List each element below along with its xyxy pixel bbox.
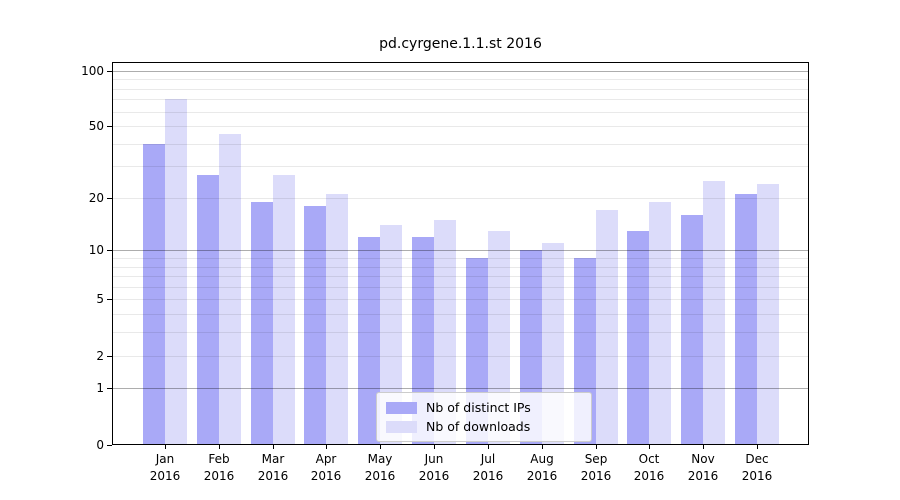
gridline-minor-4 — [113, 314, 808, 315]
gridline-minor-70 — [113, 99, 808, 100]
legend-label-downloads: Nb of downloads — [426, 419, 531, 434]
ytick-label-10: 10 — [88, 243, 104, 257]
xtick-mar — [273, 445, 274, 449]
bar-distinct-ips-may — [358, 236, 381, 444]
legend-swatch-distinct-ips — [386, 401, 417, 414]
xtick-dec — [757, 445, 758, 449]
ytick-100 — [107, 71, 112, 72]
xtick-label-may: May 2016 — [364, 452, 396, 483]
xtick-jun — [434, 445, 435, 449]
xtick-may — [380, 445, 381, 449]
xtick-label-feb: Feb 2016 — [203, 452, 235, 483]
bar-distinct-ips-oct — [627, 230, 650, 444]
bar-downloads-sep — [595, 210, 618, 444]
xtick-label-apr: Apr 2016 — [310, 452, 342, 483]
xtick-feb — [219, 445, 220, 449]
bar-downloads-jun — [434, 219, 457, 444]
gridline-minor-9 — [113, 258, 808, 259]
legend-row-downloads: Nb of downloads — [386, 418, 582, 435]
legend-label-distinct-ips: Nb of distinct IPs — [426, 400, 531, 415]
bar-downloads-jan — [165, 99, 187, 444]
xtick-apr — [326, 445, 327, 449]
ytick-0 — [107, 445, 112, 446]
xtick-jan — [165, 445, 166, 449]
ytick-10 — [107, 250, 112, 251]
gridline-minor-40 — [113, 144, 808, 145]
gridline-decade-10 — [113, 250, 808, 251]
bar-downloads-oct — [649, 201, 672, 444]
gridline-minor-3 — [113, 332, 808, 333]
xtick-label-sep: Sep 2016 — [580, 452, 612, 483]
bar-downloads-apr — [326, 194, 349, 444]
legend-row-distinct-ips: Nb of distinct IPs — [386, 399, 582, 416]
bar-distinct-ips-feb — [196, 174, 219, 444]
xtick-label-aug: Aug 2016 — [526, 452, 558, 483]
xtick-label-jul: Jul 2016 — [472, 452, 504, 483]
gridline-minor-8 — [113, 267, 808, 268]
ytick-5 — [107, 299, 112, 300]
ytick-label-20: 20 — [88, 191, 104, 205]
ytick-label-5: 5 — [96, 292, 104, 306]
xtick-label-dec: Dec 2016 — [741, 452, 773, 483]
bar-downloads-jul — [487, 230, 510, 444]
xtick-label-nov: Nov 2016 — [687, 452, 719, 483]
legend: Nb of distinct IPs Nb of downloads — [376, 392, 592, 442]
gridline-minor-6 — [113, 287, 808, 288]
bar-distinct-ips-nov — [681, 215, 704, 444]
gridline-decade-1 — [113, 388, 808, 389]
chart-title: pd.cyrgene.1.1.st 2016 — [379, 36, 542, 52]
gridline-minor-50 — [113, 126, 808, 127]
bar-downloads-may — [380, 225, 403, 444]
gridline-minor-30 — [113, 166, 808, 167]
ytick-50 — [107, 126, 112, 127]
ytick-label-50: 50 — [88, 119, 104, 133]
ytick-label-0: 0 — [96, 438, 104, 452]
bar-distinct-ips-jan — [143, 143, 165, 444]
bar-downloads-dec — [757, 183, 780, 444]
xtick-oct — [649, 445, 650, 449]
bar-downloads-nov — [703, 180, 726, 444]
gridline-minor-7 — [113, 276, 808, 277]
xtick-label-jan: Jan 2016 — [149, 452, 181, 483]
xtick-sep — [596, 445, 597, 449]
gridline-minor-5 — [113, 299, 808, 300]
legend-swatch-downloads — [386, 420, 417, 433]
gridline-minor-80 — [113, 89, 808, 90]
ytick-1 — [107, 388, 112, 389]
xtick-nov — [703, 445, 704, 449]
ytick-20 — [107, 198, 112, 199]
gridline-minor-20 — [113, 198, 808, 199]
gridline-minor-60 — [113, 112, 808, 113]
ytick-label-1: 1 — [96, 381, 104, 395]
xtick-label-jun: Jun 2016 — [418, 452, 450, 483]
bar-distinct-ips-dec — [735, 194, 758, 444]
xtick-jul — [488, 445, 489, 449]
bar-downloads-mar — [272, 174, 295, 444]
ytick-label-100: 100 — [81, 64, 104, 78]
bar-distinct-ips-apr — [304, 206, 327, 444]
xtick-label-mar: Mar 2016 — [257, 452, 289, 483]
ytick-2 — [107, 356, 112, 357]
gridline-minor-2 — [113, 356, 808, 357]
ytick-label-2: 2 — [96, 349, 104, 363]
bar-downloads-feb — [218, 134, 241, 444]
xtick-label-oct: Oct 2016 — [633, 452, 665, 483]
gridline-decade-100 — [113, 71, 808, 72]
bar-distinct-ips-mar — [250, 201, 273, 444]
gridline-minor-90 — [113, 79, 808, 80]
xtick-aug — [542, 445, 543, 449]
